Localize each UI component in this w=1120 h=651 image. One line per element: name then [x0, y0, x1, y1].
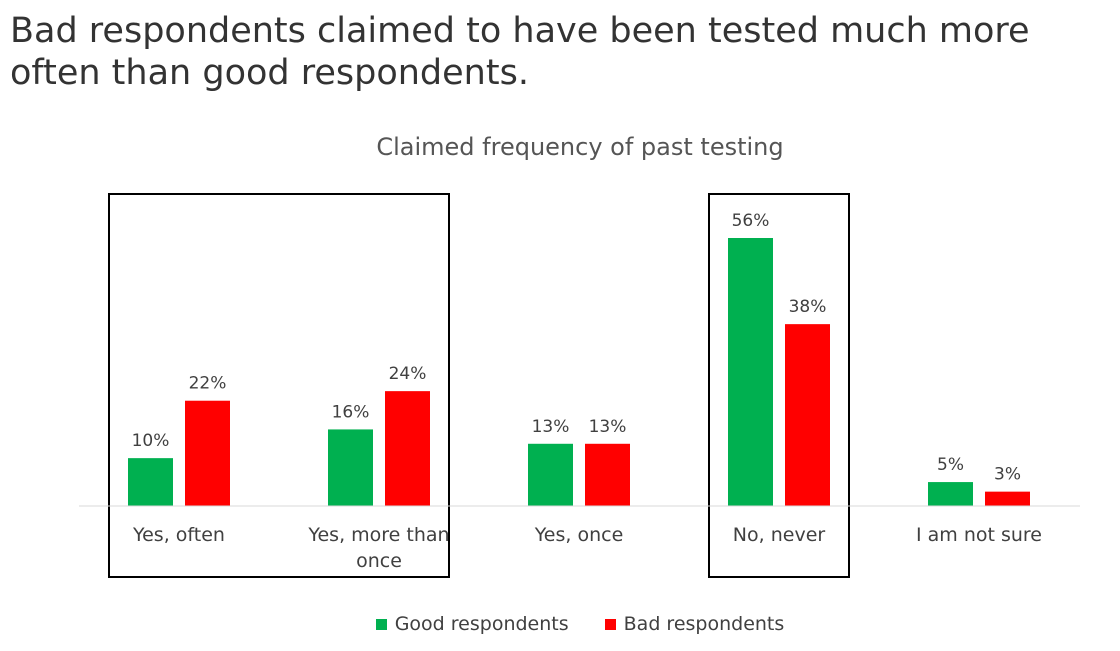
highlight-box [108, 193, 450, 578]
legend-label-bad: Bad respondents [623, 613, 785, 635]
legend-item-bad: Bad respondents [604, 613, 785, 635]
bar-bad [185, 400, 230, 506]
data-label: 24% [389, 364, 427, 384]
bar-bad [985, 491, 1030, 506]
legend: Good respondents Bad respondents [0, 613, 1120, 635]
chart-title: Claimed frequency of past testing [376, 133, 784, 161]
category-label: Yes, often [132, 524, 225, 546]
bar-bad [585, 443, 630, 506]
bar-good [328, 429, 373, 506]
legend-item-good: Good respondents [375, 613, 569, 635]
legend-swatch-good [375, 618, 387, 630]
data-label: 5% [937, 455, 964, 475]
bar-good [728, 238, 773, 506]
data-label: 3% [994, 465, 1021, 485]
data-label: 10% [132, 431, 170, 451]
bar-good [528, 443, 573, 506]
category-label: I am not sure [916, 524, 1042, 546]
data-label: 22% [189, 374, 227, 394]
legend-label-good: Good respondents [394, 613, 569, 635]
data-label: 13% [532, 417, 570, 437]
data-label: 13% [589, 417, 627, 437]
category-label: Yes, once [534, 524, 624, 546]
bar-bad [385, 391, 430, 506]
category-label: No, never [733, 524, 826, 546]
category-label: Yes, more than [307, 524, 449, 546]
bar-bad [785, 324, 830, 506]
data-label: 38% [789, 297, 827, 317]
data-label: 16% [332, 402, 370, 422]
bar-chart: 10% 22% Yes, often 16% 24% Yes, more than once… [79, 193, 1080, 578]
legend-swatch-bad [604, 618, 616, 630]
category-label: once [356, 550, 402, 572]
highlight-box [708, 193, 850, 578]
bar-good [928, 482, 973, 506]
data-label: 56% [732, 211, 770, 231]
bar-good [128, 458, 173, 506]
headline: Bad respondents claimed to have been tes… [10, 11, 1030, 93]
